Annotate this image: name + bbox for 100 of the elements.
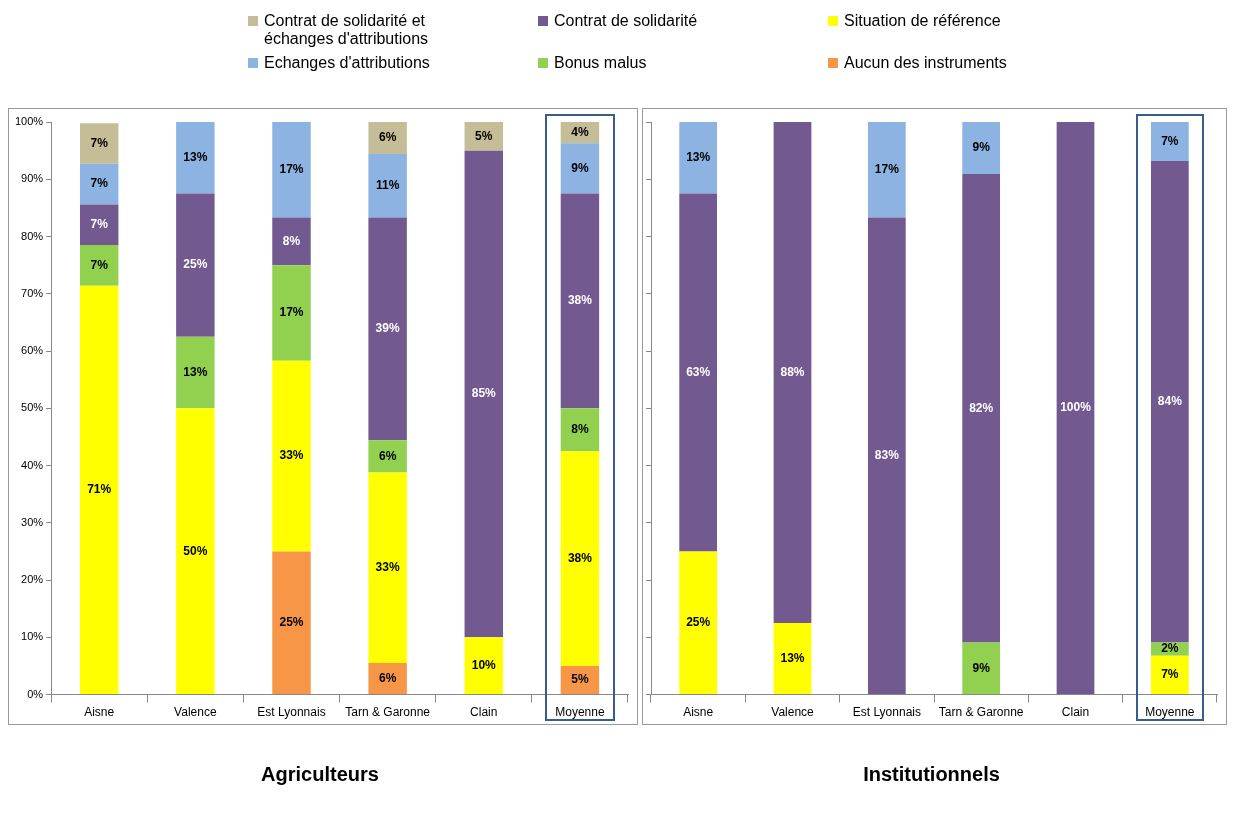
bar: [1150, 655, 1189, 695]
bar: [1150, 160, 1189, 643]
data-label: 13%: [686, 150, 711, 165]
data-label: 11%: [375, 178, 400, 193]
bar: [679, 551, 718, 695]
data-label: 33%: [279, 448, 304, 463]
data-label: 7%: [90, 176, 109, 191]
x-tick-label: Est Lyonnais: [257, 705, 326, 720]
x-tick-label: Aisne: [683, 705, 714, 720]
data-label: 10%: [471, 658, 497, 673]
legend-label: Situation de référence: [844, 12, 1002, 30]
bar: [79, 204, 119, 246]
data-label: 71%: [87, 482, 112, 497]
bar: [464, 150, 504, 638]
data-label: 6%: [378, 448, 397, 463]
x-tick-label: Clain: [470, 705, 498, 720]
data-label: 7%: [90, 135, 109, 150]
data-label: 100%: [1060, 400, 1092, 415]
bar: [962, 174, 1001, 643]
data-label: 17%: [279, 162, 304, 177]
data-label: 33%: [375, 560, 400, 575]
bar: [272, 551, 311, 695]
data-label: 5%: [571, 672, 589, 687]
x-tick-label: Valence: [174, 705, 217, 720]
bar: [368, 663, 407, 695]
data-label: 88%: [780, 364, 805, 379]
y-tick-label: 90%: [21, 172, 44, 185]
bar: [867, 217, 906, 695]
bar: [176, 408, 215, 695]
bar: [176, 336, 215, 409]
text: Institutionnels: [863, 762, 1000, 785]
data-label: 7%: [90, 217, 109, 232]
bar: [679, 122, 718, 194]
bar: [560, 193, 600, 409]
data-label: 85%: [471, 386, 497, 401]
bar: [176, 193, 215, 337]
data-label: 7%: [90, 257, 109, 272]
bar: [1056, 122, 1095, 695]
bar: [368, 472, 407, 664]
y-tick-label: 60%: [21, 344, 44, 357]
data-label: 25%: [183, 257, 208, 272]
x-tick-label: Tarn & Garonne: [938, 705, 1024, 720]
bar: [79, 163, 119, 205]
y-tick-label: 40%: [21, 458, 44, 471]
data-label: 8%: [282, 233, 301, 248]
data-label: 17%: [874, 162, 900, 177]
data-label: 4%: [571, 124, 589, 139]
y-tick-label: 10%: [21, 630, 44, 643]
legend-label: Bonus malus: [554, 54, 648, 72]
bar: [272, 360, 311, 552]
data-label: 5%: [475, 128, 493, 143]
y-tick-label: 80%: [21, 229, 44, 242]
y-tick-label: 20%: [21, 573, 44, 586]
y-tick-label: 30%: [21, 515, 44, 528]
bar: [1150, 122, 1189, 161]
x-tick-label: Moyenne: [555, 705, 605, 720]
bar: [773, 623, 812, 695]
legend-label: Contrat de solidarité: [554, 12, 699, 30]
bar: [679, 193, 718, 552]
y-tick-label: 100%: [14, 115, 44, 128]
x-tick-label: Clain: [1061, 705, 1090, 720]
data-label: 6%: [378, 130, 397, 145]
bar: [560, 451, 600, 666]
data-label: 13%: [183, 364, 208, 379]
data-label: 50%: [183, 543, 208, 558]
bar: [368, 440, 407, 473]
x-tick-label: Est Lyonnais: [852, 705, 921, 720]
bar: [962, 122, 1001, 175]
data-label: 83%: [874, 448, 900, 463]
bar: [560, 143, 600, 194]
bar: [368, 122, 407, 155]
y-tick-label: 50%: [21, 401, 44, 414]
bar: [176, 122, 215, 194]
bar: [79, 123, 119, 164]
data-label: 25%: [686, 615, 711, 630]
bar: [773, 122, 812, 624]
data-label: 8%: [571, 422, 589, 437]
data-label: 9%: [972, 140, 991, 155]
bar: [962, 642, 1001, 695]
data-label: 17%: [279, 305, 304, 320]
bar: [368, 217, 407, 441]
data-label: 63%: [686, 364, 711, 379]
legend-label: Aucun des instruments: [844, 54, 1008, 72]
bar: [368, 154, 407, 218]
data-label: 13%: [780, 650, 805, 665]
data-label: 2%: [1161, 641, 1179, 656]
data-label: 13%: [183, 150, 208, 165]
data-label: 25%: [279, 615, 304, 630]
bar: [272, 122, 311, 218]
bar: [272, 217, 311, 266]
x-tick-label: Moyenne: [1145, 705, 1195, 720]
data-label: 38%: [567, 293, 593, 308]
x-tick-label: Aisne: [84, 705, 115, 720]
x-tick-label: Tarn & Garonne: [345, 705, 431, 720]
bar: [79, 285, 119, 695]
bar: [867, 122, 906, 218]
legend-label: Echanges d'attributions: [264, 54, 431, 72]
data-label: 7%: [1161, 133, 1179, 148]
data-label: 6%: [378, 670, 397, 685]
data-label: 82%: [969, 400, 994, 415]
